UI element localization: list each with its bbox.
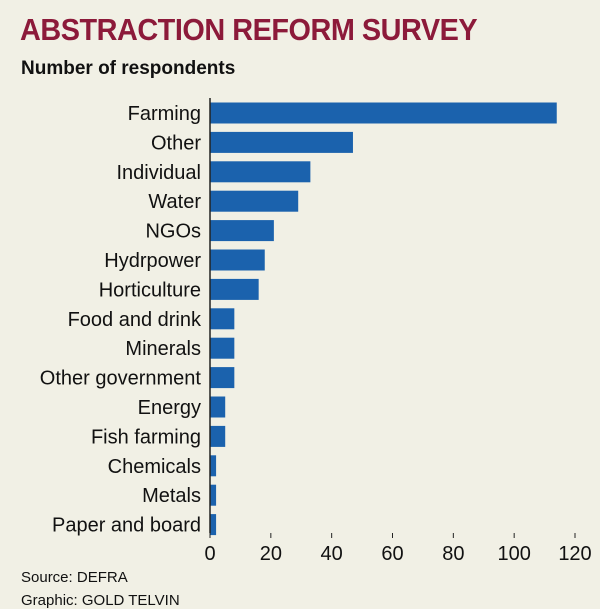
bar-other-government <box>210 367 235 389</box>
source-note: Source: DEFRA <box>21 569 128 586</box>
bar-fish-farming <box>210 425 226 447</box>
x-tick-label: 20 <box>260 543 282 565</box>
category-label: Minerals <box>125 338 201 360</box>
bar-chemicals <box>210 455 217 477</box>
bar-paper-and-board <box>210 514 217 536</box>
category-label: Individual <box>116 162 201 184</box>
bar-minerals <box>210 337 235 359</box>
x-tick-label: 40 <box>321 543 343 565</box>
x-tick-label: 100 <box>497 543 530 565</box>
bar-energy <box>210 396 226 418</box>
category-label: NGOs <box>145 221 201 243</box>
category-label: Other government <box>40 368 202 390</box>
category-label: Fish farming <box>91 426 201 448</box>
category-labels: Farming Other Individual Water NGOs Hydrpower… <box>40 103 202 537</box>
bar-other <box>210 131 353 153</box>
category-label: Horticulture <box>99 279 201 301</box>
category-label: Farming <box>128 103 201 125</box>
bar-hydrpower <box>210 249 265 271</box>
x-tick-label: 80 <box>442 543 464 565</box>
category-label: Paper and board <box>52 515 201 537</box>
category-label: Hydrpower <box>104 250 201 272</box>
bars-layer <box>210 102 557 536</box>
category-label: Other <box>151 132 201 154</box>
bar-farming <box>210 102 557 124</box>
x-tick-label: 60 <box>381 543 403 565</box>
bar-ngos <box>210 220 274 242</box>
category-label: Metals <box>142 485 201 507</box>
category-label: Water <box>148 191 201 213</box>
chart-title: ABSTRACTION REFORM SURVEY <box>20 12 478 47</box>
category-label: Chemicals <box>108 456 201 478</box>
bar-water <box>210 190 299 212</box>
category-label: Energy <box>138 397 201 419</box>
x-tick-label: 0 <box>204 543 215 565</box>
bar-individual <box>210 161 311 183</box>
x-axis: 0 20 40 60 80 100 120 <box>204 98 592 565</box>
bar-food-and-drink <box>210 308 235 330</box>
credit-note-cutoff: Graphic: GOLD TELVIN <box>21 592 180 609</box>
x-tick-label: 120 <box>558 543 591 565</box>
bar-metals <box>210 484 217 506</box>
chart-subtitle: Number of respondents <box>21 58 236 79</box>
category-label: Food and drink <box>68 309 202 331</box>
bar-horticulture <box>210 278 259 300</box>
